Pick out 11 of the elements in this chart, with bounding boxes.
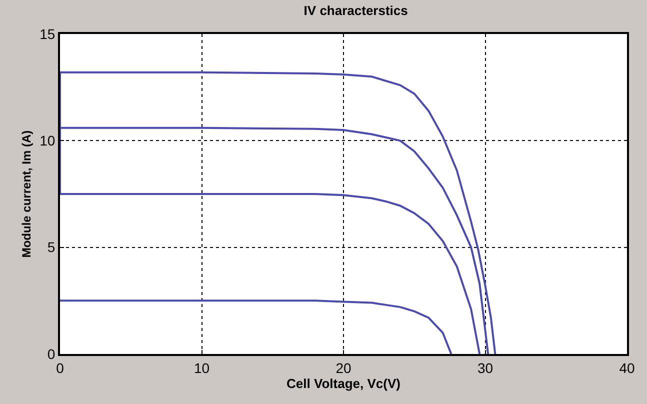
y-tick-label: 10 (40, 132, 56, 149)
x-tick-label: 20 (336, 360, 352, 376)
x-tick-label: 10 (194, 360, 210, 376)
y-tick-label: 5 (47, 239, 56, 256)
x-axis-title: Cell Voltage, Vc(V) (286, 376, 400, 391)
chart-title: IV characterstics (304, 3, 408, 18)
y-axis-title: Module current, Im (A) (19, 130, 34, 258)
x-tick-label: 30 (477, 360, 494, 376)
x-tick-label: 40 (619, 360, 635, 376)
y-tick-label: 15 (40, 26, 56, 42)
y-tick-label: 0 (47, 346, 56, 362)
